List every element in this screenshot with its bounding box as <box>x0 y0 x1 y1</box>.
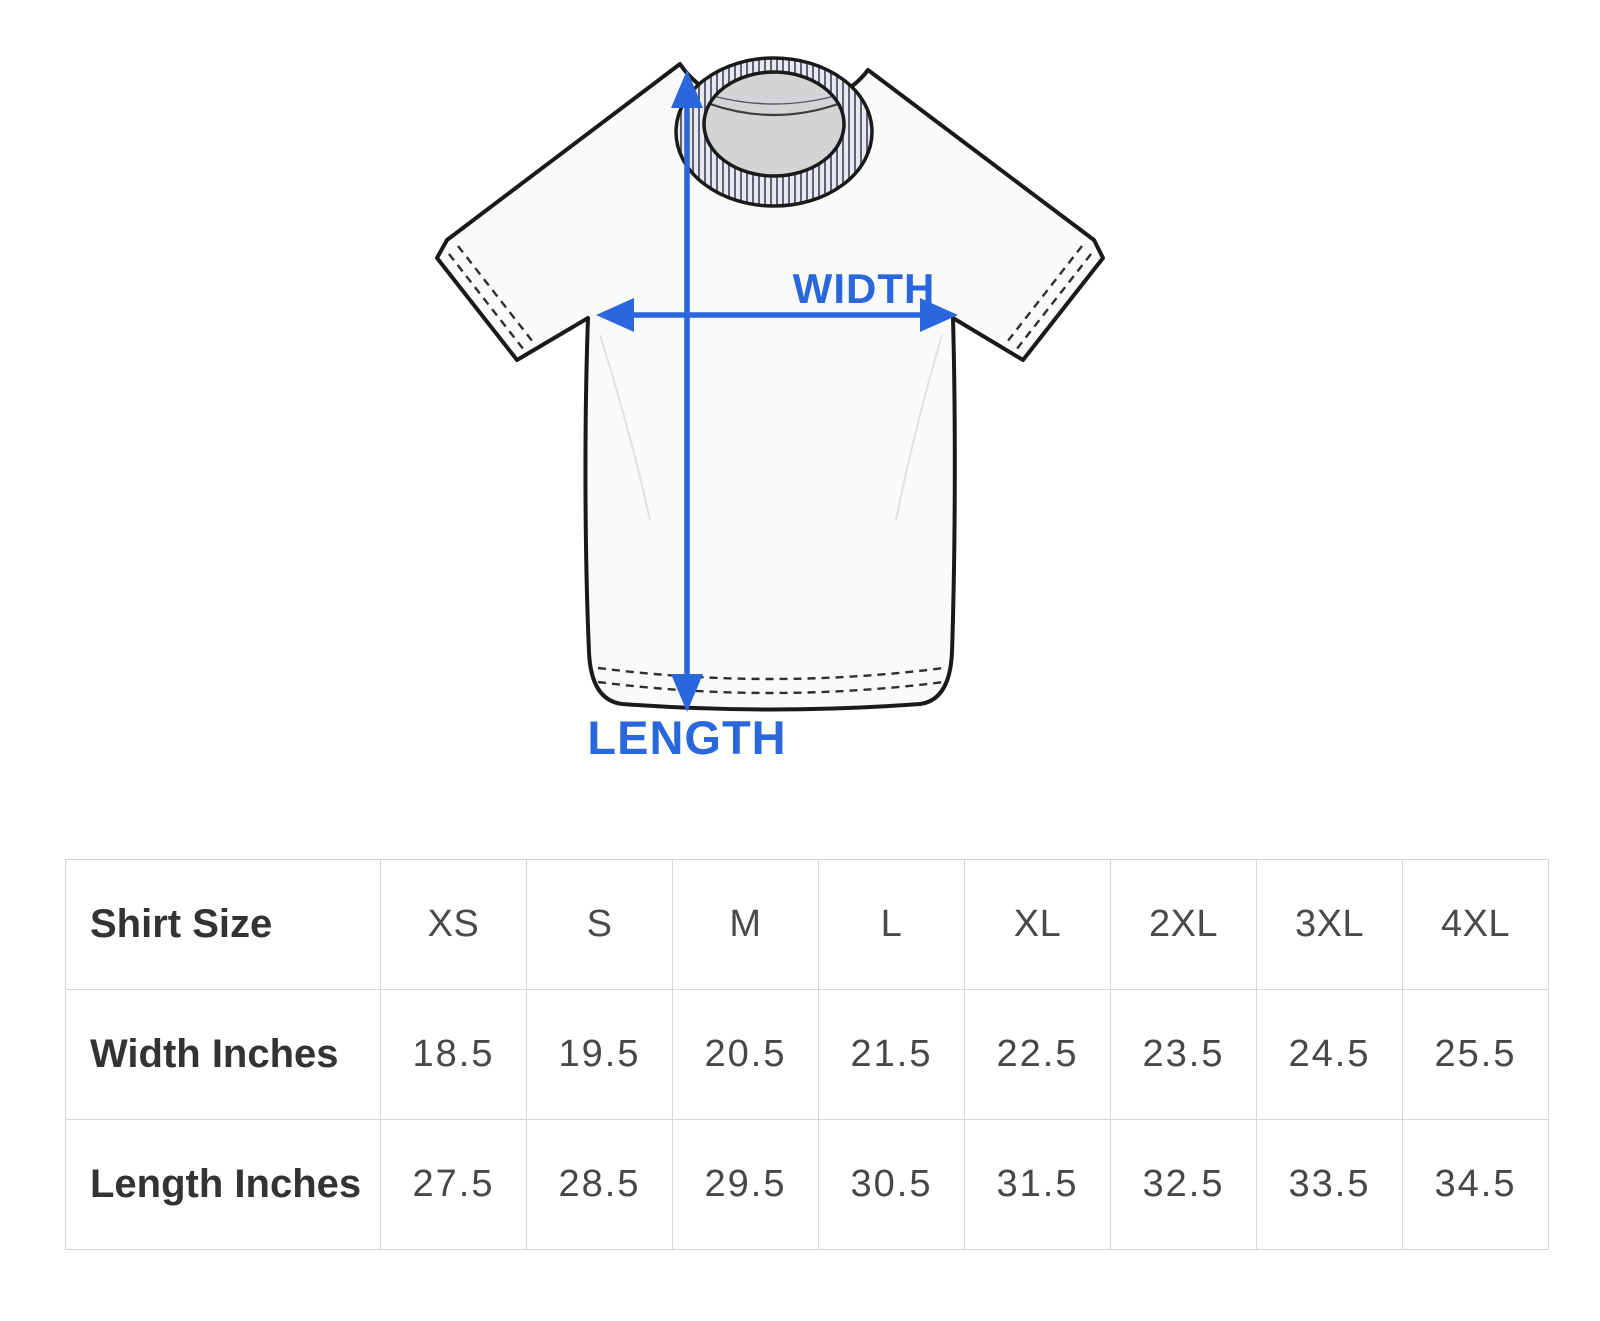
ribbed-collar <box>674 56 874 208</box>
size-cell: 4XL <box>1402 859 1549 990</box>
tshirt-diagram-svg: WIDTH LENGTH <box>435 56 1105 764</box>
length-value-cell: 27.5 <box>380 1119 527 1250</box>
size-cell: 2XL <box>1110 859 1257 990</box>
row-label-shirt-size: Shirt Size <box>65 859 381 990</box>
width-value-cell: 18.5 <box>380 989 527 1120</box>
width-label: WIDTH <box>793 265 936 312</box>
length-value-cell: 33.5 <box>1256 1119 1403 1250</box>
width-value-cell: 23.5 <box>1110 989 1257 1120</box>
size-table: Shirt Size XS S M L XL 2XL 3XL 4XL Width… <box>65 859 1549 1250</box>
size-cell: L <box>818 859 965 990</box>
tshirt-outline <box>435 62 1105 712</box>
width-value-cell: 19.5 <box>526 989 673 1120</box>
size-cell: M <box>672 859 819 990</box>
left-sleeve-stitch <box>448 245 534 351</box>
row-label-width-inches: Width Inches <box>65 989 381 1120</box>
back-neck-seam-upper <box>705 93 843 105</box>
length-arrowhead-top <box>671 70 703 108</box>
length-value-cell: 32.5 <box>1110 1119 1257 1250</box>
fabric-crease-right <box>895 334 943 521</box>
tshirt-measurement-diagram: WIDTH LENGTH <box>435 56 1105 764</box>
length-label: LENGTH <box>587 711 786 764</box>
size-cell: S <box>526 859 673 990</box>
right-sleeve-stitch <box>1006 245 1092 351</box>
length-arrowhead-bottom <box>671 674 703 712</box>
back-neck-seam <box>709 102 839 117</box>
width-value-cell: 21.5 <box>818 989 965 1120</box>
width-value-cell: 24.5 <box>1256 989 1403 1120</box>
table-row-width-inches: Width Inches 18.5 19.5 20.5 21.5 22.5 23… <box>65 989 1549 1120</box>
length-value-cell: 34.5 <box>1402 1119 1549 1250</box>
size-cell: 3XL <box>1256 859 1403 990</box>
length-value-cell: 28.5 <box>526 1119 673 1250</box>
size-cell: XS <box>380 859 527 990</box>
length-value-cell: 29.5 <box>672 1119 819 1250</box>
table-row-shirt-size: Shirt Size XS S M L XL 2XL 3XL 4XL <box>65 859 1549 990</box>
width-value-cell: 25.5 <box>1402 989 1549 1120</box>
table-row-length-inches: Length Inches 27.5 28.5 29.5 30.5 31.5 3… <box>65 1119 1549 1250</box>
hem-stitch <box>597 666 945 695</box>
width-value-cell: 20.5 <box>672 989 819 1120</box>
length-value-cell: 30.5 <box>818 1119 965 1250</box>
row-label-length-inches: Length Inches <box>65 1119 381 1250</box>
width-arrowhead-right <box>920 298 958 332</box>
width-value-cell: 22.5 <box>964 989 1111 1120</box>
length-value-cell: 31.5 <box>964 1119 1111 1250</box>
fabric-crease-left <box>599 334 651 521</box>
width-arrowhead-left <box>596 298 634 332</box>
size-cell: XL <box>964 859 1111 990</box>
